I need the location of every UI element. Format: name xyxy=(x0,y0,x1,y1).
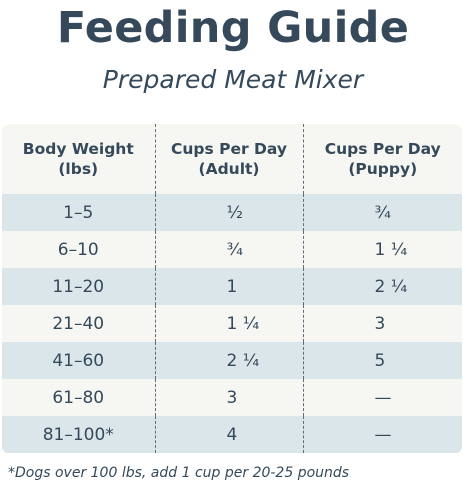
cell-weight: 81–100* xyxy=(2,416,156,453)
cell-puppy: 5 xyxy=(303,342,462,379)
cell-adult: 3 xyxy=(155,379,304,416)
cell-weight: 21–40 xyxy=(2,305,156,342)
header-cups-puppy-line1: Cups Per Day xyxy=(324,140,441,158)
cell-adult-value: 3 xyxy=(226,387,238,408)
cell-puppy-value: — xyxy=(374,424,392,445)
header-cups-puppy-line2: (Puppy) xyxy=(348,160,418,178)
cell-adult-value: 1 xyxy=(226,276,238,297)
header-cups-puppy: Cups Per Day (Puppy) xyxy=(303,124,462,194)
feeding-table-grid: Body Weight (lbs) Cups Per Day (Adult) C… xyxy=(2,124,462,453)
cell-puppy: — xyxy=(303,379,462,416)
cell-puppy: 2 ¼ xyxy=(303,268,462,305)
cell-puppy-value: 1 ¼ xyxy=(374,239,408,260)
feeding-table: Body Weight (lbs) Cups Per Day (Adult) C… xyxy=(2,124,462,454)
cell-puppy: ¾ xyxy=(303,194,462,231)
cell-adult-value: 4 xyxy=(226,424,238,445)
table-row: 6–10 ¾ 1 ¼ xyxy=(2,231,462,268)
cell-adult: ½ xyxy=(155,194,304,231)
footnote: *Dogs over 100 lbs, add 1 cup per 20-25 … xyxy=(8,465,350,481)
cell-adult-value: 1 ¼ xyxy=(226,313,260,334)
page-title: Feeding Guide xyxy=(56,3,410,53)
cell-puppy-value: 5 xyxy=(374,350,386,371)
header-cups-adult-line2: (Adult) xyxy=(198,160,260,178)
page-subtitle: Prepared Meat Mixer xyxy=(102,65,364,94)
cell-adult: ¾ xyxy=(155,231,304,268)
cell-adult: 4 xyxy=(155,416,304,453)
cell-adult: 1 xyxy=(155,268,304,305)
cell-puppy-value: 2 ¼ xyxy=(374,276,408,297)
table-header-row: Body Weight (lbs) Cups Per Day (Adult) C… xyxy=(2,124,462,194)
cell-adult-value: ¾ xyxy=(226,239,243,260)
cell-adult-value: 2 ¼ xyxy=(226,350,260,371)
header-body-weight: Body Weight (lbs) xyxy=(2,124,156,194)
header-cups-adult: Cups Per Day (Adult) xyxy=(155,124,304,194)
cell-weight: 41–60 xyxy=(2,342,156,379)
cell-weight: 6–10 xyxy=(2,231,156,268)
table-row: 21–40 1 ¼ 3 xyxy=(2,305,462,342)
cell-puppy: — xyxy=(303,416,462,453)
cell-puppy-value: 3 xyxy=(374,313,386,334)
cell-puppy-value: ¾ xyxy=(374,202,391,223)
cell-adult-value: ½ xyxy=(226,202,243,223)
table-row: 81–100* 4 — xyxy=(2,416,462,453)
cell-adult: 2 ¼ xyxy=(155,342,304,379)
table-row: 61–80 3 — xyxy=(2,379,462,416)
table-row: 1–5 ½ ¾ xyxy=(2,194,462,231)
header-body-weight-line1: Body Weight xyxy=(22,140,134,158)
cell-puppy: 3 xyxy=(303,305,462,342)
cell-puppy: 1 ¼ xyxy=(303,231,462,268)
cell-puppy-value: — xyxy=(374,387,392,408)
table-row: 41–60 2 ¼ 5 xyxy=(2,342,462,379)
cell-weight: 61–80 xyxy=(2,379,156,416)
header-cups-adult-line1: Cups Per Day xyxy=(171,140,287,158)
cell-weight: 11–20 xyxy=(2,268,156,305)
header-body-weight-line2: (lbs) xyxy=(58,160,99,178)
cell-adult: 1 ¼ xyxy=(155,305,304,342)
table-row: 11–20 1 2 ¼ xyxy=(2,268,462,305)
cell-weight: 1–5 xyxy=(2,194,156,231)
